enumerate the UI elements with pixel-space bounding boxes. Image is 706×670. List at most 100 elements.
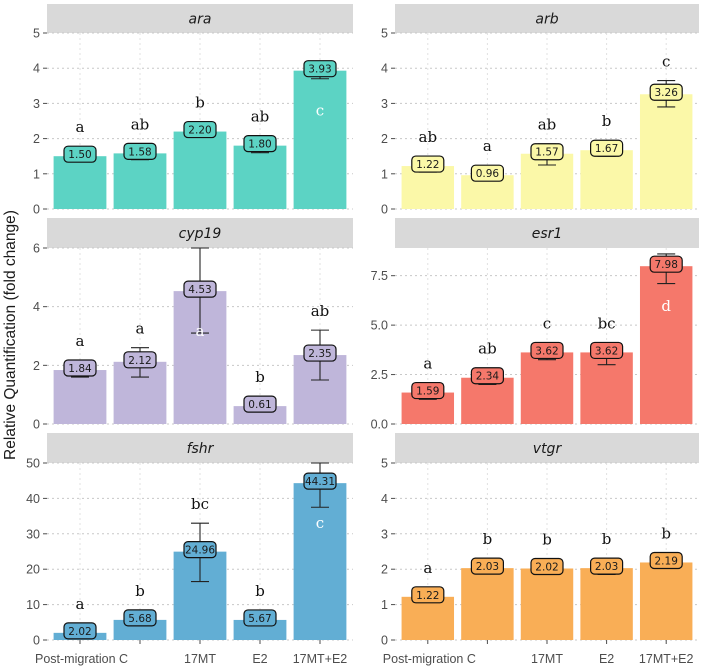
- strip-background: [47, 4, 353, 33]
- y-tick-label: 3: [381, 527, 388, 541]
- value-label: 2.12: [128, 355, 151, 367]
- panel-title: arb: [535, 12, 558, 28]
- value-label-box: [183, 541, 217, 559]
- value-label: 7.98: [655, 259, 678, 271]
- value-label: 3.62: [535, 345, 558, 357]
- bar: [401, 166, 455, 209]
- x-axis: Post-migration C 17MT E2 17MT+E2 Post-migrat…: [35, 640, 694, 666]
- value-label-box: [470, 164, 504, 182]
- panel-esr1: esr1 0.0 2.5 5.0 7.5 1.59 a 2.34 ab 3.62 c 3.62 bc 7.…: [371, 218, 699, 432]
- value-label-box: [63, 622, 97, 640]
- y-tick-label: 4: [33, 62, 40, 76]
- bar: [293, 70, 347, 209]
- value-label-box: [243, 395, 277, 413]
- value-label: 3.62: [595, 345, 618, 357]
- significance-letter: a: [483, 137, 492, 155]
- value-label: 0.96: [476, 168, 500, 180]
- y-tick-label: 3: [33, 97, 40, 111]
- value-label-box: [183, 120, 217, 139]
- value-label: 1.57: [535, 147, 558, 159]
- significance-letter: a: [423, 559, 432, 577]
- value-label-box: [123, 351, 157, 369]
- x-tick-label: 17MT+E2: [293, 652, 348, 666]
- value-label-box: [123, 609, 157, 627]
- x-tick-label: E2: [252, 652, 267, 666]
- y-tick-label: 1: [33, 167, 40, 181]
- value-label: 4.53: [188, 284, 211, 296]
- y-tick-label: 1: [381, 167, 388, 181]
- panel-cyp19: cyp19 0 2 4 6 1.84 a 2.12 a 4.53 a 0.61 b 2.35 ab: [33, 218, 353, 432]
- bar: [53, 370, 107, 424]
- value-label: 1.59: [416, 386, 439, 398]
- panel-title: fshr: [187, 441, 215, 457]
- value-label: 3.93: [308, 64, 331, 76]
- significance-letter: b: [602, 530, 612, 548]
- bar: [401, 596, 455, 640]
- x-tick-label: 17MT+E2: [639, 652, 694, 666]
- value-label-box: [411, 586, 445, 604]
- strip-background: [47, 433, 353, 463]
- value-label-box: [530, 143, 564, 161]
- significance-letter: b: [135, 582, 145, 600]
- y-tick-label: 50: [26, 457, 40, 471]
- y-tick-label: 0: [33, 203, 40, 217]
- bar: [233, 145, 287, 209]
- y-tick-label: 1: [381, 598, 388, 612]
- significance-letter: d: [661, 297, 671, 315]
- y-tick-label: 6: [33, 242, 40, 256]
- significance-letter: a: [76, 595, 85, 613]
- value-label: 2.02: [68, 626, 91, 638]
- value-label: 1.22: [416, 159, 439, 171]
- significance-letter: c: [316, 514, 324, 532]
- x-tick-label: Post-migration C: [383, 652, 476, 666]
- value-label: 2.02: [535, 561, 558, 573]
- significance-letter: ab: [538, 116, 557, 134]
- y-tick-label: 30: [26, 527, 40, 541]
- value-label: 2.03: [476, 561, 499, 573]
- value-label-box: [470, 557, 504, 575]
- bar: [113, 153, 167, 209]
- strip-background: [395, 218, 699, 248]
- value-label-box: [589, 341, 624, 360]
- value-label: 1.58: [128, 146, 151, 158]
- y-tick-label: 40: [26, 492, 40, 506]
- strip-background: [47, 218, 353, 248]
- significance-letter: ab: [251, 108, 270, 126]
- y-tick-label: 2: [381, 132, 388, 146]
- y-tick-label: 5: [381, 27, 388, 41]
- y-tick-label: 2: [381, 563, 388, 577]
- significance-letter: a: [76, 118, 85, 136]
- value-label-box: [243, 609, 277, 627]
- value-label: 1.22: [416, 590, 439, 602]
- y-axis-title: Relative Quantification (fold change): [2, 210, 19, 460]
- value-label-box: [123, 142, 157, 160]
- y-tick-label: 2: [33, 359, 40, 373]
- x-tick-label: E2: [599, 652, 614, 666]
- y-tick-label: 0.0: [371, 418, 388, 432]
- value-label-box: [411, 155, 445, 173]
- value-label-box: [589, 139, 624, 157]
- value-label-box: [183, 280, 217, 298]
- y-tick-label: 2.5: [371, 368, 388, 382]
- value-label: 0.61: [248, 399, 271, 411]
- value-label-box: [649, 551, 683, 570]
- value-label-box: [303, 472, 337, 490]
- value-label: 2.20: [188, 125, 211, 137]
- bar: [173, 131, 227, 209]
- bar: [520, 352, 574, 424]
- value-label: 44.31: [305, 476, 335, 488]
- y-tick-label: 4: [381, 492, 388, 506]
- y-tick-label: 2: [33, 132, 40, 146]
- bar: [580, 568, 633, 640]
- y-tick-label: 0: [381, 203, 388, 217]
- significance-letter: bc: [191, 495, 209, 513]
- significance-letter: ab: [419, 128, 438, 146]
- value-label-box: [470, 367, 504, 385]
- y-tick-label: 0: [33, 418, 40, 432]
- bar: [461, 377, 514, 424]
- y-tick-label: 10: [26, 598, 40, 612]
- value-label: 5.67: [248, 613, 271, 625]
- significance-letter: b: [542, 530, 552, 548]
- value-label-box: [303, 60, 337, 78]
